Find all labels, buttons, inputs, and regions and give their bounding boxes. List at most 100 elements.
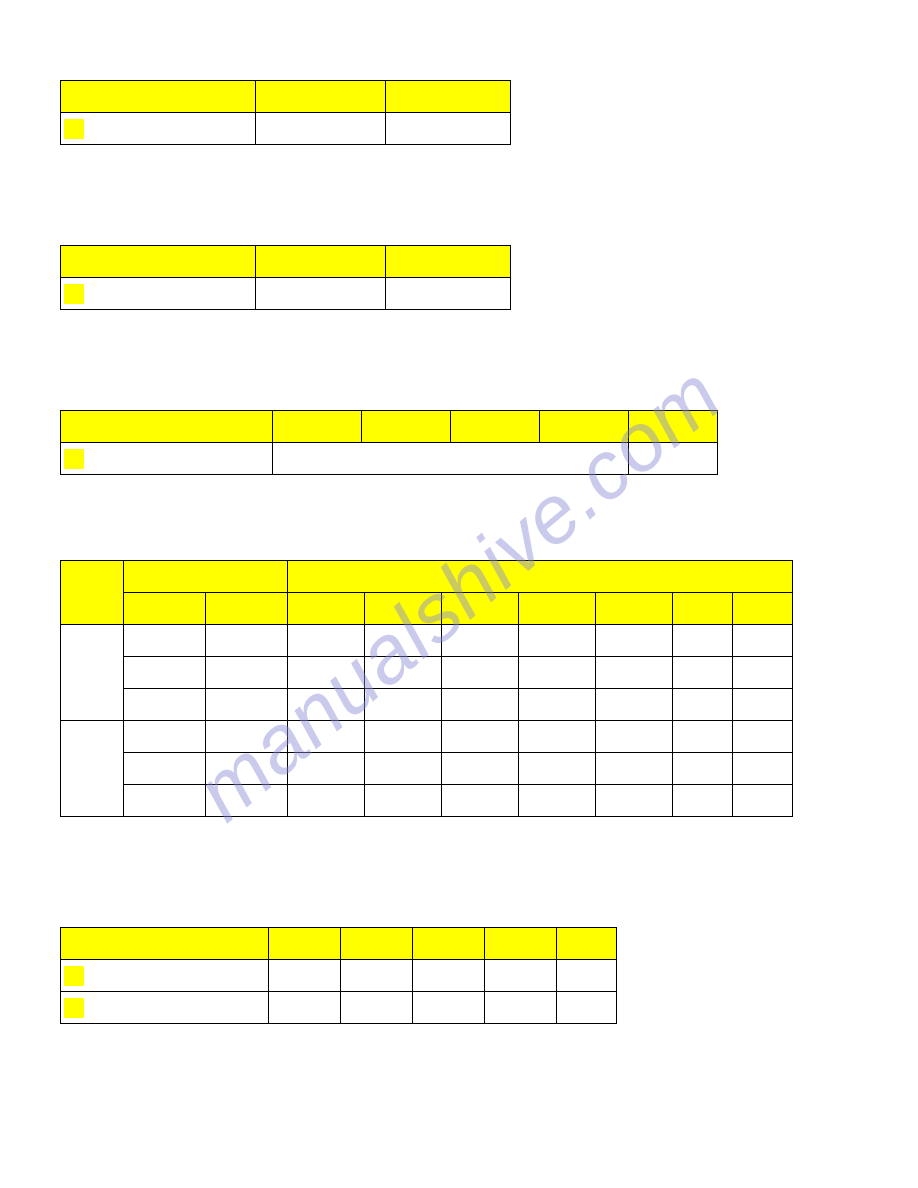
table-4-cell xyxy=(519,657,596,689)
table-5-cell xyxy=(341,992,413,1024)
table-4-cell xyxy=(733,657,793,689)
table-5-cell xyxy=(61,992,269,1024)
table-3-cell xyxy=(61,443,273,475)
table-2-cell xyxy=(386,278,511,310)
table-5-cell xyxy=(485,960,557,992)
table-4-cell xyxy=(673,721,733,753)
table-5-cell xyxy=(557,992,617,1024)
table-2-header-cell xyxy=(386,246,511,278)
table-4-cell xyxy=(365,721,442,753)
table-4-cell xyxy=(442,625,519,657)
table-3-cell xyxy=(273,443,629,475)
table-4-cell xyxy=(733,689,793,721)
table-4-cell xyxy=(365,689,442,721)
table-1-header-cell xyxy=(386,81,511,113)
table-5-header-cell xyxy=(61,928,269,960)
table-4-cell xyxy=(288,625,365,657)
table-5-cell xyxy=(61,960,269,992)
table-4-cell xyxy=(596,625,673,657)
table-5-cell xyxy=(269,960,341,992)
table-4-subheader-cell xyxy=(519,593,596,625)
table-4-cell xyxy=(288,689,365,721)
table-4-cell xyxy=(733,625,793,657)
table-4-header-cell xyxy=(288,561,793,593)
table-4-cell xyxy=(733,721,793,753)
table-4-cell xyxy=(442,753,519,785)
table-4-cell xyxy=(206,785,288,817)
table-5-header-cell xyxy=(485,928,557,960)
table-4-cell xyxy=(442,785,519,817)
table-4-cell xyxy=(365,625,442,657)
table-4-cell xyxy=(442,657,519,689)
table-4-cell xyxy=(519,753,596,785)
table-4-cell xyxy=(206,753,288,785)
table-4-subheader-cell xyxy=(124,593,206,625)
yellow-marker-icon xyxy=(64,966,84,986)
table-4-subheader-cell xyxy=(365,593,442,625)
table-5-header-cell xyxy=(413,928,485,960)
table-4-cell xyxy=(206,721,288,753)
table-4-cell xyxy=(288,721,365,753)
table-4-cell xyxy=(206,657,288,689)
table-3-header-cell xyxy=(273,411,362,443)
table-1-header-cell xyxy=(256,81,386,113)
table-1 xyxy=(60,80,511,145)
table-3-header-cell xyxy=(540,411,629,443)
yellow-marker-icon xyxy=(64,998,84,1018)
table-4-cell xyxy=(673,689,733,721)
table-5 xyxy=(60,927,617,1024)
table-4-header-cell xyxy=(124,561,288,593)
table-2-header-cell xyxy=(61,246,256,278)
table-4-cell xyxy=(124,657,206,689)
table-5-header-cell xyxy=(269,928,341,960)
table-2-header-cell xyxy=(256,246,386,278)
table-5-header-cell xyxy=(341,928,413,960)
table-4-cell xyxy=(365,785,442,817)
yellow-marker-icon xyxy=(64,449,84,469)
table-4 xyxy=(60,560,793,817)
table-4-subheader-cell xyxy=(442,593,519,625)
table-4-cell xyxy=(673,785,733,817)
table-5-cell xyxy=(413,992,485,1024)
table-4-cell xyxy=(519,785,596,817)
table-4-cell xyxy=(442,721,519,753)
table-4-cell xyxy=(61,721,124,817)
table-4-cell xyxy=(596,689,673,721)
table-5-cell xyxy=(485,992,557,1024)
table-1-cell xyxy=(61,113,256,145)
table-4-subheader-cell xyxy=(733,593,793,625)
table-2-cell xyxy=(256,278,386,310)
table-4-cell xyxy=(673,625,733,657)
table-4-subheader-cell xyxy=(596,593,673,625)
table-3-header-cell xyxy=(451,411,540,443)
table-4-cell xyxy=(124,785,206,817)
yellow-marker-icon xyxy=(64,284,84,304)
table-4-cell xyxy=(365,657,442,689)
table-4-cell xyxy=(519,721,596,753)
yellow-marker-icon xyxy=(64,119,84,139)
page-content xyxy=(0,0,918,1104)
table-4-subheader-cell xyxy=(673,593,733,625)
table-4-subheader-cell xyxy=(206,593,288,625)
table-4-cell xyxy=(519,625,596,657)
table-4-subheader-cell xyxy=(288,593,365,625)
table-4-cell xyxy=(673,753,733,785)
table-1-header-cell xyxy=(61,81,256,113)
table-4-cell xyxy=(596,721,673,753)
table-4-header-cell xyxy=(61,561,124,625)
table-4-cell xyxy=(596,785,673,817)
table-1-cell xyxy=(256,113,386,145)
table-4-cell xyxy=(124,625,206,657)
table-3 xyxy=(60,410,718,475)
table-4-cell xyxy=(61,625,124,721)
table-4-cell xyxy=(733,753,793,785)
table-3-header-cell xyxy=(61,411,273,443)
table-4-cell xyxy=(288,657,365,689)
table-4-cell xyxy=(124,689,206,721)
table-3-cell xyxy=(629,443,718,475)
table-4-cell xyxy=(596,753,673,785)
table-4-cell xyxy=(365,753,442,785)
table-4-cell xyxy=(206,689,288,721)
table-1-cell xyxy=(386,113,511,145)
table-5-header-cell xyxy=(557,928,617,960)
